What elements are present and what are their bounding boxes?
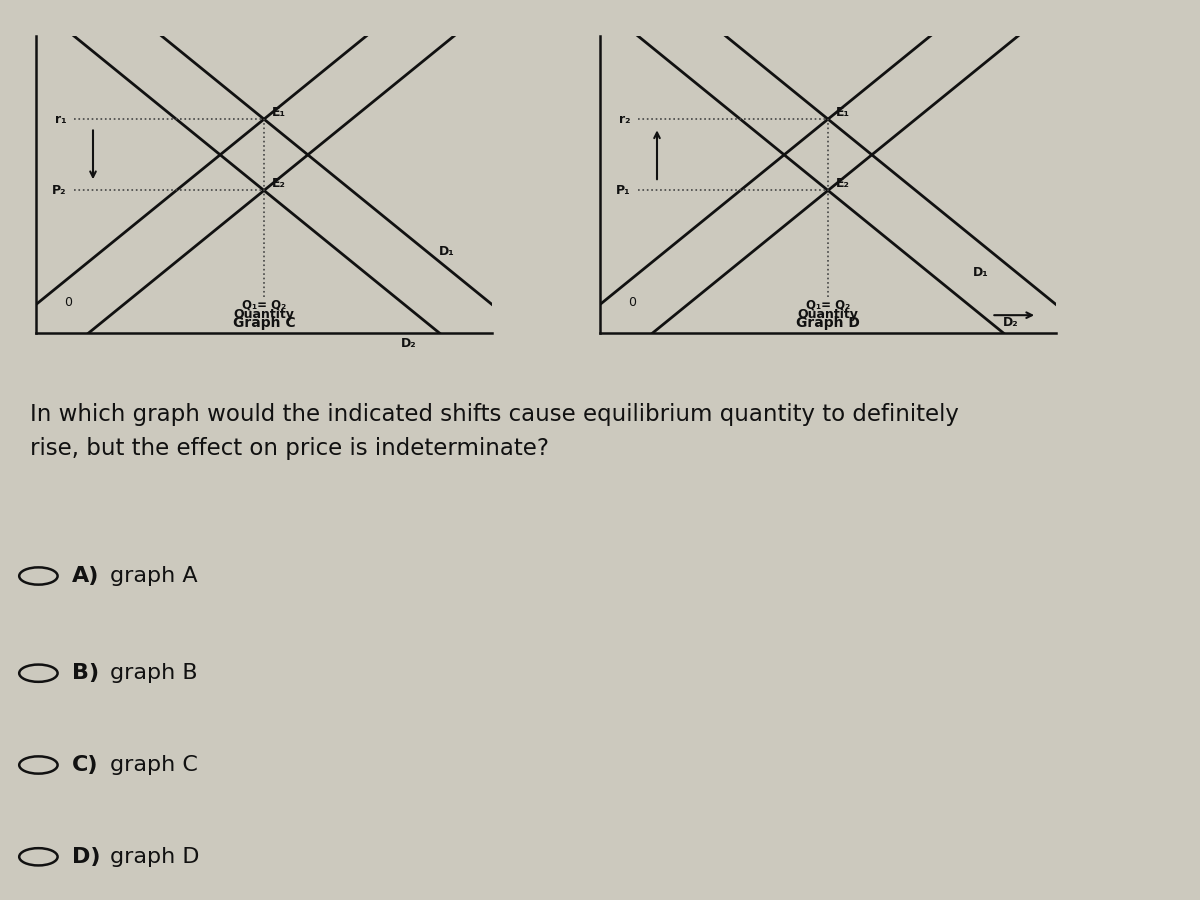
- Text: r₂: r₂: [619, 112, 630, 126]
- Text: D₂: D₂: [401, 338, 416, 350]
- Text: In which graph would the indicated shifts cause equilibrium quantity to definite: In which graph would the indicated shift…: [30, 403, 959, 460]
- Text: Q₁= Q₂: Q₁= Q₂: [242, 298, 286, 311]
- Text: B): B): [72, 663, 100, 683]
- Text: A): A): [72, 566, 100, 586]
- Text: graph D: graph D: [110, 847, 200, 867]
- Text: 0: 0: [65, 295, 72, 309]
- Text: E₂: E₂: [835, 177, 850, 190]
- Text: r₁: r₁: [55, 112, 66, 126]
- Text: Quantity: Quantity: [234, 308, 294, 320]
- Text: 0: 0: [629, 295, 636, 309]
- Text: graph C: graph C: [110, 755, 198, 775]
- Text: D₁: D₁: [972, 266, 988, 279]
- Text: Q₁= Q₂: Q₁= Q₂: [806, 298, 850, 311]
- Text: graph B: graph B: [110, 663, 198, 683]
- Text: P₂: P₂: [52, 184, 66, 197]
- Text: E₁: E₁: [835, 105, 850, 119]
- Text: D₁: D₁: [439, 245, 455, 257]
- Text: C): C): [72, 755, 98, 775]
- Text: Quantity: Quantity: [798, 308, 858, 320]
- Text: Graph D: Graph D: [796, 316, 860, 330]
- Text: E₁: E₁: [271, 105, 286, 119]
- Text: graph A: graph A: [110, 566, 198, 586]
- Text: D): D): [72, 847, 101, 867]
- Text: D₂: D₂: [1003, 316, 1019, 328]
- Text: P₁: P₁: [616, 184, 630, 197]
- Text: E₂: E₂: [271, 177, 286, 190]
- Text: Graph C: Graph C: [233, 316, 295, 330]
